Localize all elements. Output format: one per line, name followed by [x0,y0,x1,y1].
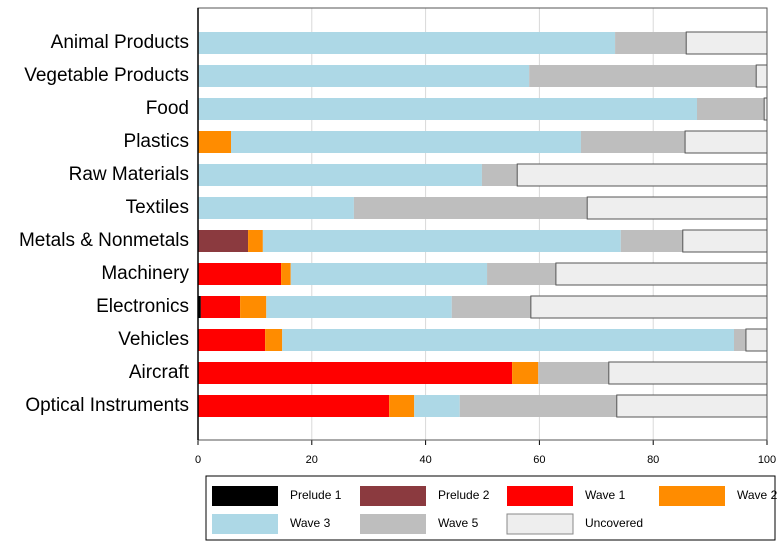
category-label: Aircraft [129,362,190,383]
category-label: Optical Instruments [25,395,189,416]
bar-segment [231,131,581,153]
x-tick-label: 100 [758,454,776,466]
bar-segment [389,395,415,417]
bar-segment [697,98,765,120]
bar-segment [608,361,768,385]
category-label: Raw Materials [69,164,189,185]
bar-segment [414,395,460,417]
bar-segment [755,64,768,88]
bar-segment [262,230,621,252]
category-label: Animal Products [51,32,189,53]
legend-swatch [360,514,426,534]
legend-label: Wave 2 [737,488,777,502]
bar-segment [512,362,539,384]
bar-segment [616,394,768,418]
bar-segment [459,395,617,417]
bar-segment [538,362,609,384]
bar-segment [685,31,768,55]
category-label: Vegetable Products [24,65,189,86]
legend-swatch [212,514,278,534]
legend-label: Wave 3 [290,516,331,530]
bar-segment [586,196,768,220]
category-label: Plastics [124,131,189,152]
bar-segment [265,329,283,351]
bar-segment [198,65,530,87]
bar-segment [620,230,683,252]
bar-segment [282,329,734,351]
bar-segment [198,395,390,417]
bar-segment [198,296,201,318]
bar-segment [555,262,768,286]
legend-swatch [659,486,725,506]
category-label: Metals & Nonmetals [19,230,189,251]
bar-segment [290,263,488,285]
category-label: Electronics [96,296,189,317]
bar-segment [580,131,686,153]
x-tick-label: 20 [306,454,318,466]
legend-label: Wave 1 [585,488,626,502]
bar-segment [198,131,232,153]
legend-swatch [212,486,278,506]
bar-segment [240,296,267,318]
bar-segment [733,329,746,351]
legend-label: Wave 5 [438,516,479,530]
x-tick-label: 0 [195,454,201,466]
bar-segment [198,362,513,384]
legend-swatch [507,486,573,506]
bar-segment [529,65,757,87]
x-tick-label: 80 [647,454,659,466]
bar-segment [487,263,556,285]
bar-segment [248,230,263,252]
bar-segment [198,98,698,120]
bar-segment [684,130,768,154]
bar-segment [198,164,482,186]
bar-segment [198,197,354,219]
bar-segment [745,328,768,352]
legend-box [205,475,776,541]
bar-segment [198,263,282,285]
bar-segment [530,295,768,319]
bar-segment [281,263,291,285]
bar-segment [451,296,531,318]
x-tick-label: 40 [419,454,431,466]
bar-segment [198,32,616,54]
legend-swatch [506,513,574,535]
bar-segment [481,164,518,186]
legend-swatch [360,486,426,506]
bar-segment [200,296,241,318]
category-label: Machinery [101,263,189,284]
x-tick-label: 60 [533,454,545,466]
bar-segment [266,296,452,318]
legend-label: Uncovered [585,516,643,530]
category-label: Food [146,98,189,119]
bar-segment [198,230,249,252]
legend-label: Prelude 2 [438,488,490,502]
category-label: Vehicles [118,329,189,350]
legend-label: Prelude 1 [290,488,342,502]
category-label: Textiles [126,197,189,218]
bar-segment [516,163,768,187]
bar-segment [615,32,687,54]
bar-segment [682,229,768,253]
bar-segment [198,329,266,351]
bar-segment [353,197,588,219]
